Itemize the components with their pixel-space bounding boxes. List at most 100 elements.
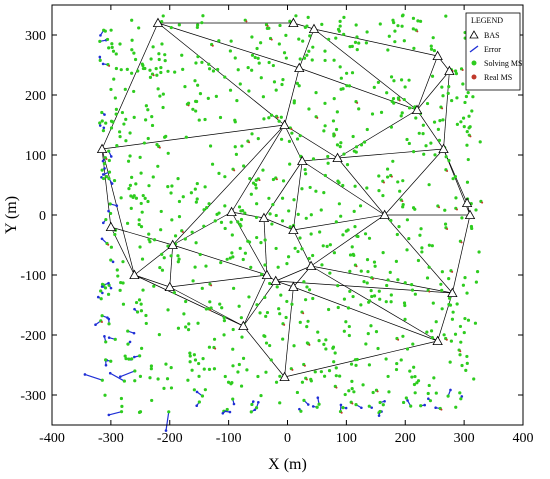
solving-ms-point: [463, 100, 467, 105]
bas-station-marker: [297, 155, 308, 166]
solving-ms-point: [231, 347, 235, 351]
bas-station-marker: [444, 65, 455, 75]
solving-ms-point: [342, 152, 346, 156]
solving-ms-point: [427, 243, 431, 247]
solving-ms-point: [282, 51, 287, 55]
solving-ms-point: [186, 328, 191, 332]
error-arrow-head: [133, 355, 136, 359]
solving-ms-point: [104, 217, 108, 222]
solving-ms-point: [384, 300, 388, 304]
solving-ms-point: [259, 76, 263, 80]
real-ms-point: [258, 179, 261, 182]
solving-ms-point: [155, 73, 159, 77]
solving-ms-point: [222, 319, 227, 323]
solving-ms-point: [357, 41, 361, 45]
bas-station-marker: [432, 50, 443, 60]
solving-ms-point: [223, 175, 227, 179]
legend-title: LEGEND: [471, 16, 503, 25]
solving-ms-point: [238, 82, 242, 86]
error-arrow-head: [195, 404, 199, 408]
solving-ms-point: [339, 214, 343, 218]
solving-ms-point: [118, 130, 122, 134]
solving-ms-point: [272, 80, 277, 84]
solving-ms-point: [149, 367, 153, 371]
solving-ms-point: [193, 358, 198, 362]
error-arrow-head: [103, 335, 106, 338]
solving-ms-point: [342, 329, 346, 333]
solving-ms-point: [169, 191, 173, 195]
x-tick-label: 400: [513, 431, 534, 446]
triangulation-edge: [243, 274, 268, 327]
solving-ms-point: [393, 40, 397, 44]
solving-ms-point: [303, 167, 307, 172]
solving-ms-point: [465, 361, 469, 365]
solving-ms-point: [132, 194, 136, 198]
legend-entry-label: BAS: [484, 31, 500, 40]
triangulation-edge: [263, 217, 294, 231]
solving-ms-point: [109, 119, 114, 123]
solving-ms-point: [195, 99, 199, 104]
solving-ms-point: [165, 377, 170, 381]
solving-ms-point: [146, 108, 150, 112]
solving-ms-point: [368, 299, 372, 303]
error-arrow-head: [109, 286, 113, 290]
bas-station-marker: [238, 320, 249, 331]
solving-ms-point: [159, 228, 163, 232]
error-arrow-head: [383, 399, 386, 403]
bas-station-marker: [294, 62, 305, 72]
solving-ms-point: [281, 337, 285, 341]
solving-ms-point: [233, 145, 237, 149]
solving-ms-point: [386, 48, 390, 52]
solving-ms-point: [230, 381, 234, 385]
solving-ms-point: [130, 357, 134, 361]
solving-ms-point: [318, 230, 322, 234]
solving-ms-point: [402, 39, 406, 43]
solving-ms-point: [410, 288, 415, 292]
solving-ms-point: [157, 333, 161, 337]
solving-ms-point: [184, 135, 188, 139]
solving-ms-point: [455, 302, 459, 306]
solving-ms-point: [107, 177, 111, 181]
solving-ms-point: [439, 282, 443, 286]
solving-ms-point: [196, 23, 200, 27]
solving-ms-point: [207, 202, 211, 206]
solving-ms-point: [219, 220, 224, 225]
solving-ms-point: [290, 302, 294, 306]
solving-ms-point: [119, 410, 124, 414]
solving-ms-point: [190, 230, 194, 234]
solving-ms-point: [228, 88, 233, 92]
solving-ms-point: [232, 286, 236, 290]
triangulation-edge: [337, 157, 385, 216]
solving-ms-point: [200, 60, 204, 64]
solving-ms-point: [126, 342, 130, 346]
solving-ms-point: [146, 136, 150, 141]
solving-ms-point: [397, 225, 401, 229]
solving-ms-point: [202, 367, 206, 371]
solving-ms-point: [288, 225, 292, 229]
solving-ms-point: [367, 236, 372, 240]
error-arrow-head: [96, 295, 100, 299]
solving-ms-point: [134, 196, 139, 200]
solving-ms-point: [338, 145, 342, 149]
solving-ms-point: [161, 14, 165, 18]
solving-ms-point: [233, 118, 237, 122]
solving-ms-point: [150, 123, 155, 128]
solving-ms-point: [98, 121, 102, 125]
solving-ms-point: [204, 307, 208, 311]
solving-ms-point: [362, 280, 366, 284]
solving-ms-point: [322, 129, 326, 133]
solving-ms-point: [304, 298, 308, 302]
solving-ms-point: [326, 161, 330, 165]
solving-ms-point: [268, 281, 272, 286]
solving-ms-point: [401, 400, 406, 405]
legend-entry-label: Solving MS: [484, 59, 522, 68]
solving-ms-point: [335, 110, 339, 114]
solving-ms-point: [268, 343, 272, 348]
real-ms-point: [291, 368, 294, 371]
solving-ms-point: [159, 70, 163, 75]
solving-ms-point: [311, 157, 316, 161]
solving-ms-point: [115, 268, 119, 272]
real-ms-point: [187, 104, 190, 107]
solving-ms-point: [259, 241, 263, 245]
error-arrow-head: [251, 400, 255, 403]
